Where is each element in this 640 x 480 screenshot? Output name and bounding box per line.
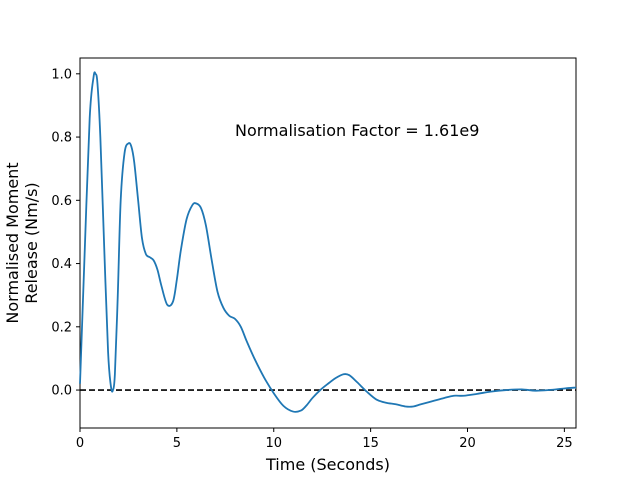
series-group [79, 71, 577, 413]
y-tick-label: 1.0 [51, 67, 72, 82]
x-tick-label: 5 [173, 436, 181, 451]
y-tick-label: 0.0 [51, 384, 72, 399]
axis-ticks: 0 5 10 15 20 25 0.0 0.2 0.4 0.6 0.8 1.0 [51, 67, 572, 451]
x-axis-label: Time (Seconds) [265, 455, 390, 474]
x-tick-label: 25 [556, 436, 573, 451]
plot-area-frame [79, 57, 577, 429]
normalisation-annotation: Normalisation Factor = 1.61e9 [235, 121, 479, 140]
y-tick-label: 0.6 [51, 194, 72, 209]
x-tick-label: 15 [362, 436, 379, 451]
y-tick-label: 0.2 [51, 320, 72, 335]
x-tick-label: 20 [459, 436, 476, 451]
x-tick-label: 10 [265, 436, 282, 451]
y-axis-label-line-1: Normalised Moment [3, 162, 22, 323]
x-tick-label: 0 [76, 436, 84, 451]
y-tick-label: 0.8 [51, 131, 72, 146]
y-tick-label: 0.4 [51, 257, 72, 272]
y-axis-label-line-2: Release (Nm/s) [22, 182, 41, 303]
moment-release-line [79, 71, 577, 413]
